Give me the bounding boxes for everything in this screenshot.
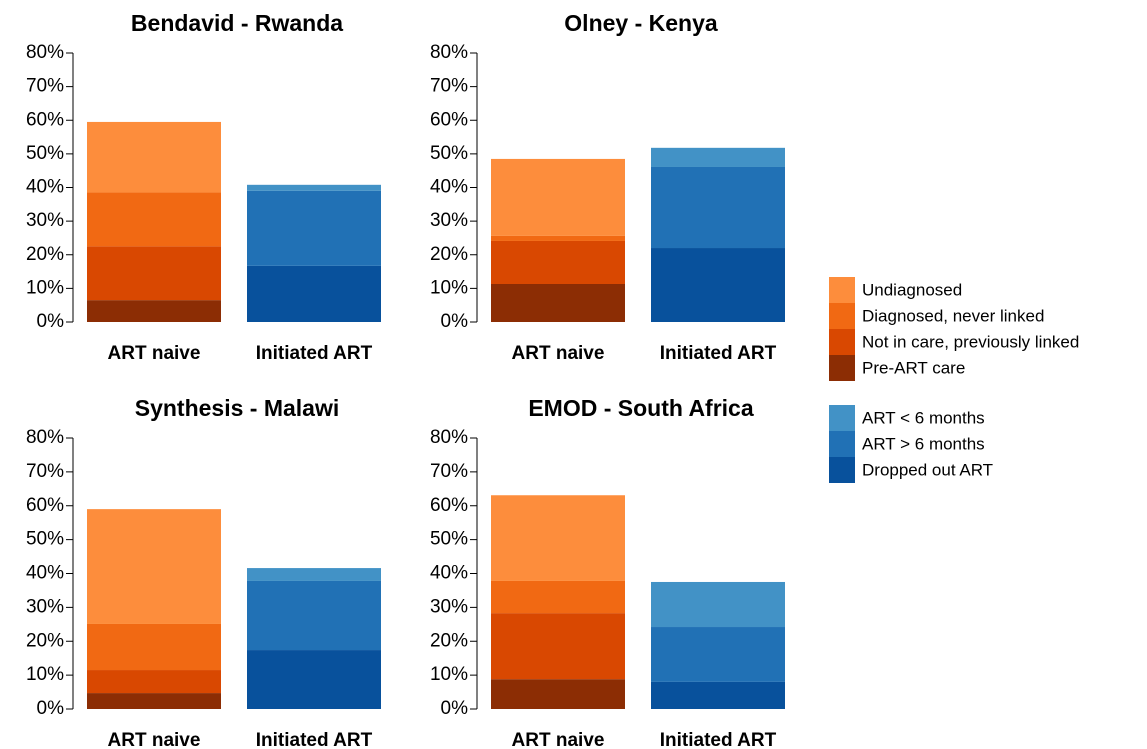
x-tick-label: Initiated ART bbox=[660, 343, 777, 364]
bar-segment bbox=[87, 192, 221, 247]
y-tick-label: 60% bbox=[430, 109, 468, 130]
bar-segment bbox=[491, 240, 625, 285]
bar-segment bbox=[491, 580, 625, 614]
bar-segment bbox=[87, 623, 221, 671]
bar-segment bbox=[247, 190, 381, 266]
bar-segment bbox=[491, 235, 625, 241]
legend-swatch bbox=[829, 355, 855, 381]
legend-label: Dropped out ART bbox=[862, 460, 993, 479]
y-tick-label: 70% bbox=[430, 461, 468, 482]
y-tick-label: 40% bbox=[430, 177, 468, 198]
bar-segment bbox=[491, 158, 625, 236]
y-tick-label: 80% bbox=[26, 42, 64, 63]
legend-swatch bbox=[829, 457, 855, 483]
bar-segment bbox=[651, 248, 785, 322]
y-tick-label: 0% bbox=[441, 311, 469, 332]
y-tick-label: 60% bbox=[430, 495, 468, 516]
y-tick-label: 50% bbox=[430, 143, 468, 164]
legend-label: Pre-ART care bbox=[862, 358, 965, 377]
chart-title: EMOD - South Africa bbox=[528, 395, 754, 421]
y-tick-label: 40% bbox=[26, 563, 64, 584]
x-tick-label: Initiated ART bbox=[660, 730, 777, 749]
legend-swatch bbox=[829, 431, 855, 457]
x-tick-label: ART naive bbox=[108, 343, 201, 364]
x-tick-label: Initiated ART bbox=[256, 730, 373, 749]
y-tick-label: 0% bbox=[37, 311, 65, 332]
bar-segment bbox=[87, 670, 221, 694]
x-tick-label: ART naive bbox=[512, 730, 605, 749]
bar-segment bbox=[491, 495, 625, 581]
chart-title: Bendavid - Rwanda bbox=[131, 10, 343, 36]
legend-label: Not in care, previously linked bbox=[862, 332, 1079, 351]
y-tick-label: 0% bbox=[441, 698, 469, 719]
y-tick-label: 10% bbox=[26, 277, 64, 298]
y-tick-label: 80% bbox=[26, 427, 64, 448]
legend-swatch bbox=[829, 277, 855, 303]
y-tick-label: 30% bbox=[430, 596, 468, 617]
y-tick-label: 60% bbox=[26, 109, 64, 130]
bar-segment bbox=[247, 580, 381, 651]
y-tick-label: 60% bbox=[26, 495, 64, 516]
y-tick-label: 20% bbox=[430, 244, 468, 265]
bar-segment bbox=[87, 246, 221, 301]
bar-segment bbox=[651, 681, 785, 709]
x-tick-label: Initiated ART bbox=[256, 343, 373, 364]
legend-label: Diagnosed, never linked bbox=[862, 306, 1044, 325]
legend-label: Undiagnosed bbox=[862, 280, 962, 299]
bar-segment bbox=[87, 693, 221, 709]
bar-segment bbox=[651, 581, 785, 628]
y-tick-label: 10% bbox=[430, 277, 468, 298]
bar-segment bbox=[651, 627, 785, 682]
bar-segment bbox=[247, 650, 381, 709]
bar-segment bbox=[247, 568, 381, 581]
bar-segment bbox=[87, 121, 221, 193]
y-tick-label: 20% bbox=[430, 630, 468, 651]
x-tick-label: ART naive bbox=[512, 343, 605, 364]
x-tick-label: ART naive bbox=[108, 730, 201, 749]
bar-segment bbox=[651, 166, 785, 249]
legend-swatch bbox=[829, 303, 855, 329]
chart-title: Olney - Kenya bbox=[564, 10, 718, 36]
y-tick-label: 40% bbox=[430, 563, 468, 584]
y-tick-label: 70% bbox=[26, 76, 64, 97]
y-tick-label: 80% bbox=[430, 42, 468, 63]
bar-segment bbox=[491, 613, 625, 680]
y-tick-label: 50% bbox=[430, 529, 468, 550]
y-tick-label: 30% bbox=[26, 596, 64, 617]
bar-segment bbox=[87, 509, 221, 624]
y-tick-label: 10% bbox=[26, 664, 64, 685]
y-tick-label: 50% bbox=[26, 143, 64, 164]
bar-segment bbox=[87, 300, 221, 322]
y-tick-label: 30% bbox=[430, 210, 468, 231]
y-tick-label: 20% bbox=[26, 244, 64, 265]
bar-segment bbox=[247, 265, 381, 322]
y-tick-label: 80% bbox=[430, 427, 468, 448]
legend-label: ART > 6 months bbox=[862, 434, 985, 453]
y-tick-label: 70% bbox=[430, 76, 468, 97]
y-tick-label: 70% bbox=[26, 461, 64, 482]
y-tick-label: 30% bbox=[26, 210, 64, 231]
y-tick-label: 10% bbox=[430, 664, 468, 685]
bar-segment bbox=[651, 147, 785, 167]
bar-segment bbox=[491, 679, 625, 709]
chart-title: Synthesis - Malawi bbox=[135, 395, 340, 421]
legend-label: ART < 6 months bbox=[862, 408, 985, 427]
y-tick-label: 0% bbox=[37, 698, 65, 719]
bar-segment bbox=[491, 284, 625, 322]
legend-swatch bbox=[829, 405, 855, 431]
y-tick-label: 50% bbox=[26, 529, 64, 550]
bar-segment bbox=[247, 184, 381, 191]
y-tick-label: 40% bbox=[26, 177, 64, 198]
y-tick-label: 20% bbox=[26, 630, 64, 651]
legend-swatch bbox=[829, 329, 855, 355]
